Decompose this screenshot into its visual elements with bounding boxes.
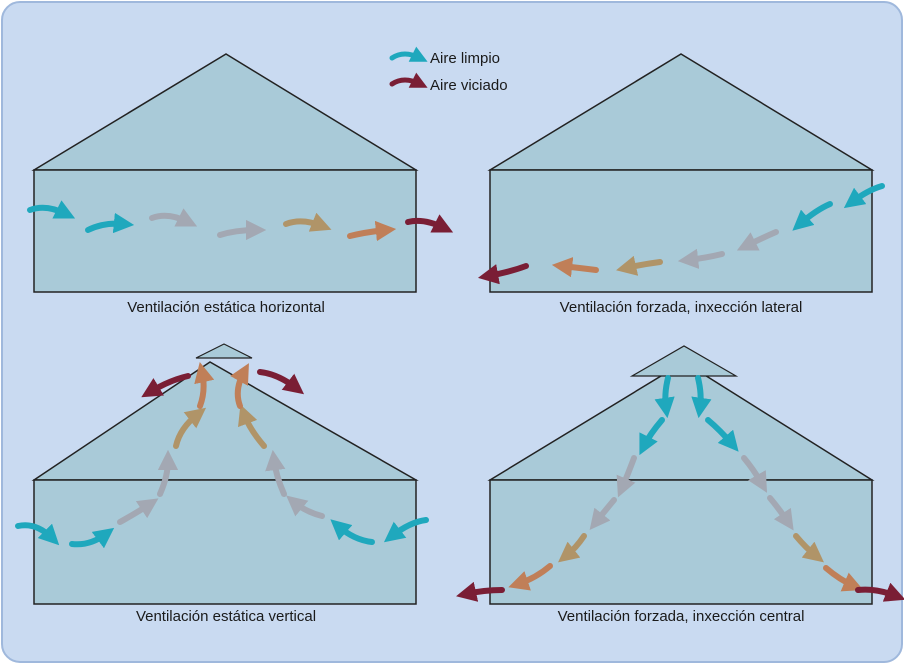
air-arrow xyxy=(705,417,739,452)
air-arrow xyxy=(639,417,665,456)
air-arrow xyxy=(265,449,287,497)
air-arrow xyxy=(141,373,191,398)
air-arrow xyxy=(767,495,794,531)
air-arrow xyxy=(654,375,675,419)
legend-stale-air-arrow xyxy=(389,72,428,88)
air-arrow xyxy=(691,375,712,419)
air-arrow xyxy=(677,248,725,270)
airflow-arrows xyxy=(15,362,429,549)
air-arrow xyxy=(330,519,375,545)
air-arrow xyxy=(85,212,135,234)
air-arrow xyxy=(736,229,779,251)
panel-static-vertical: Ventilación estática vertical xyxy=(15,343,429,625)
building-body xyxy=(489,479,873,605)
legend-clean-air-label: Aire limpio xyxy=(430,50,500,67)
air-arrow xyxy=(117,498,159,525)
air-arrow xyxy=(589,497,617,530)
air-arrow xyxy=(855,582,904,602)
panel-label: Ventilación estática horizontal xyxy=(127,299,325,316)
air-arrow xyxy=(456,581,505,602)
panel-label: Ventilación forzada, inxección central xyxy=(558,608,805,625)
air-arrow xyxy=(149,208,198,227)
air-arrow xyxy=(508,563,553,591)
air-arrow xyxy=(257,369,305,395)
panel-label: Ventilación forzada, inxección lateral xyxy=(560,299,803,316)
air-arrow xyxy=(616,455,637,498)
panel-forced-central: Ventilación forzada, inxección central xyxy=(456,345,904,625)
airflow-arrows xyxy=(27,200,454,242)
legend-clean-air-arrow xyxy=(389,46,428,62)
legend: Aire limpio Aire viciado xyxy=(389,46,508,94)
air-arrow xyxy=(792,201,833,231)
air-arrow xyxy=(194,362,215,409)
air-arrow xyxy=(405,214,454,233)
air-arrow xyxy=(843,183,885,209)
airflow-arrows xyxy=(456,375,904,602)
panel-static-horizontal: Ventilación estática horizontal xyxy=(27,53,454,316)
air-arrow xyxy=(173,407,207,449)
air-arrow xyxy=(238,404,267,449)
air-arrow xyxy=(283,212,332,232)
air-arrow xyxy=(230,363,249,409)
panel-label: Ventilación estática vertical xyxy=(136,608,316,625)
air-arrow xyxy=(286,495,325,519)
air-arrow xyxy=(793,533,824,563)
roof-vent-cap xyxy=(629,345,739,377)
air-arrow xyxy=(616,255,663,276)
air-arrow xyxy=(27,200,76,219)
roof-vent-cap xyxy=(195,343,253,359)
building-body xyxy=(489,169,873,293)
air-arrow xyxy=(69,527,115,549)
air-arrow xyxy=(15,522,60,546)
legend-stale-air-label: Aire viciado xyxy=(430,77,508,94)
panel-forced-lateral: Ventilación forzada, inxección lateral xyxy=(477,53,885,316)
air-arrow xyxy=(383,517,429,543)
air-arrow xyxy=(347,220,397,242)
air-arrow xyxy=(157,449,179,497)
air-arrow xyxy=(823,565,864,592)
air-arrow xyxy=(477,263,529,285)
air-arrow xyxy=(551,256,599,278)
airflow-arrows xyxy=(477,183,885,285)
air-arrow xyxy=(217,219,267,241)
air-arrow xyxy=(741,455,768,493)
air-arrow xyxy=(558,533,587,563)
